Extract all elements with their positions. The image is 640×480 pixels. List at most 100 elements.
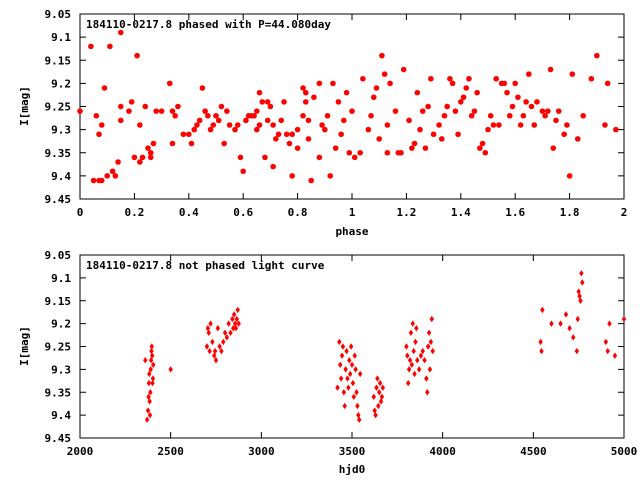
data-point: [335, 99, 342, 105]
data-point: [419, 108, 426, 114]
data-point: [289, 131, 295, 138]
data-point: [347, 370, 353, 378]
data-point: [217, 343, 222, 350]
data-point: [153, 108, 159, 114]
data-point: [407, 357, 413, 364]
data-point: [482, 149, 489, 156]
data-point: [372, 407, 377, 414]
data-point: [441, 112, 448, 119]
data-point: [146, 379, 152, 387]
data-point: [355, 402, 360, 410]
data-point: [346, 149, 353, 156]
data-point: [425, 103, 431, 110]
data-point: [134, 52, 140, 59]
data-point: [379, 52, 385, 59]
data-point: [147, 370, 152, 378]
data-point: [251, 112, 257, 119]
y-tick-label: 9.45: [45, 193, 72, 206]
y-tick-label: 9.4: [51, 409, 71, 422]
data-point: [188, 140, 195, 147]
data-point: [430, 131, 437, 138]
y-tick-label: 9.35: [45, 147, 72, 160]
data-point: [77, 108, 83, 114]
data-point: [281, 99, 287, 105]
data-point: [240, 168, 246, 175]
data-point: [542, 112, 548, 119]
chart-title: 184110-0217.8 phased with P=44.080day: [86, 18, 331, 31]
data-point: [380, 384, 386, 391]
data-point: [101, 85, 108, 91]
data-point: [384, 149, 391, 156]
data-point: [338, 361, 343, 368]
data-point: [375, 375, 380, 382]
data-point: [477, 145, 483, 151]
data-point: [278, 117, 285, 124]
data-point: [550, 145, 557, 151]
data-point: [357, 149, 363, 156]
data-point: [339, 352, 345, 359]
data-point: [463, 85, 470, 91]
data-point: [168, 366, 173, 373]
data-point: [338, 375, 344, 382]
y-tick-label: 9.15: [45, 295, 72, 308]
x-tick-label: 0.8: [288, 206, 308, 219]
data-point: [504, 89, 510, 96]
data-point: [449, 80, 456, 87]
data-point: [256, 122, 263, 128]
data-point: [302, 89, 309, 96]
data-point: [221, 338, 226, 346]
data-point: [577, 292, 582, 300]
data-point: [400, 66, 407, 73]
data-point: [351, 154, 358, 161]
data-point: [112, 173, 119, 179]
x-tick-label: 3500: [339, 445, 366, 458]
x-tick-label: 2500: [157, 445, 184, 458]
data-point: [564, 122, 570, 128]
data-point: [370, 94, 377, 101]
data-point: [422, 357, 427, 364]
x-tick-label: 2000: [67, 445, 94, 458]
data-point: [353, 366, 358, 373]
y-tick-label: 9.3: [51, 124, 71, 137]
x-tick-label: 3000: [248, 445, 275, 458]
data-point: [373, 85, 380, 91]
data-point: [213, 112, 219, 119]
y-tick-label: 9.4: [51, 170, 71, 183]
data-point: [98, 177, 105, 184]
data-point: [90, 177, 97, 184]
data-point: [172, 112, 178, 119]
data-point: [607, 320, 612, 327]
axis-ticks: 0 0.2 0.4 0.6 0.8 1 1.2 1.4 1.6 1.8 2 9.05 9.1 9.15 9.…: [45, 8, 628, 219]
data-point: [412, 370, 417, 378]
data-point: [404, 343, 409, 350]
axis-ticks: 2000 2500 3000 3500 4000 4500 5000 9.05 9.1 9.15 9…: [45, 249, 638, 458]
data-point: [149, 343, 155, 350]
data-point: [429, 315, 434, 323]
data-point: [406, 379, 411, 387]
data-point: [151, 361, 156, 368]
data-point: [221, 140, 227, 147]
data-point: [191, 126, 198, 133]
data-point: [137, 159, 143, 165]
data-point: [330, 80, 336, 87]
data-point: [231, 311, 237, 318]
data-point: [460, 94, 467, 101]
data-point: [107, 43, 113, 50]
data-point: [555, 108, 562, 114]
data-point: [169, 108, 176, 114]
plot-frame: [79, 13, 625, 200]
data-point: [356, 411, 361, 419]
data-point: [357, 416, 362, 423]
data-point: [286, 140, 293, 147]
data-point: [409, 361, 415, 368]
data-point: [567, 325, 572, 332]
data-point: [150, 140, 157, 147]
data-point: [294, 145, 301, 151]
data-point: [324, 112, 331, 119]
data-point: [506, 112, 513, 119]
y-tick-label: 9.05: [45, 249, 72, 262]
data-point: [351, 393, 357, 401]
data-point: [300, 85, 306, 91]
data-point: [308, 177, 315, 184]
